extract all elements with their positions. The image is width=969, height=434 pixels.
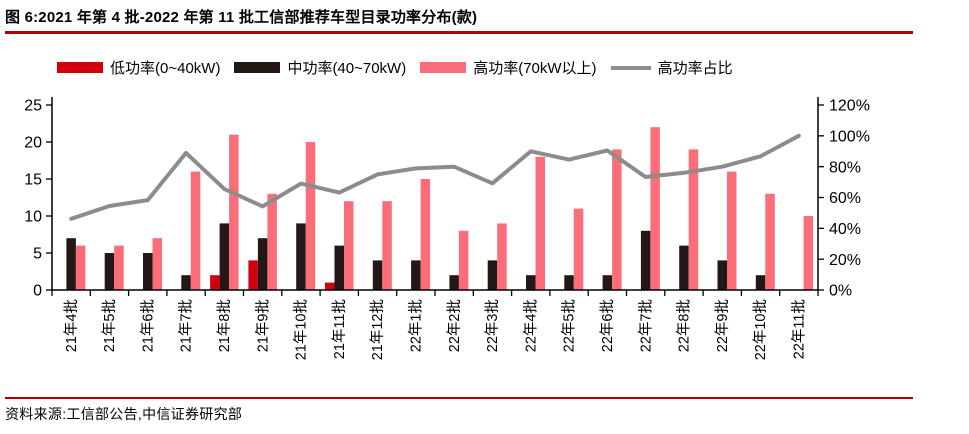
high-power-ratio-line bbox=[69, 133, 801, 221]
left-axis-tick-label: 15 bbox=[24, 172, 42, 189]
x-axis-label: 21年4批 bbox=[63, 299, 80, 352]
x-axis-label: 21年12批 bbox=[369, 299, 386, 360]
bar-high-power bbox=[382, 201, 392, 290]
bar-mid-power bbox=[143, 253, 153, 290]
bar-low-power bbox=[248, 260, 258, 290]
bar-mid-power bbox=[104, 253, 115, 290]
bar-high-power bbox=[305, 142, 316, 290]
x-axis-label: 22年2批 bbox=[446, 299, 463, 352]
bar-high-power bbox=[229, 134, 239, 290]
bar-high-power bbox=[152, 238, 162, 290]
x-axis-label: 21年7批 bbox=[178, 299, 195, 352]
bar-mid-power bbox=[411, 260, 421, 290]
x-axis-label: 21年11批 bbox=[331, 299, 348, 359]
x-axis-label: 22年11批 bbox=[790, 299, 807, 359]
bar-high-power bbox=[458, 230, 469, 290]
bar-mid-power bbox=[181, 275, 191, 290]
right-axis-tick-label: 120% bbox=[829, 98, 870, 115]
x-axis-label: 21年10批 bbox=[293, 299, 310, 360]
bar-high-power bbox=[573, 208, 584, 290]
bar-high-power bbox=[114, 245, 124, 290]
legend-high-power-swatch bbox=[420, 62, 467, 73]
title-underline bbox=[5, 31, 913, 34]
x-axis-label: 21年5批 bbox=[101, 299, 118, 352]
right-axis-tick-label: 60% bbox=[829, 190, 861, 207]
legend-low-power-label: 低功率(0~40kW) bbox=[110, 60, 221, 77]
bar-mid-power bbox=[296, 223, 306, 290]
bar-high-power bbox=[75, 245, 86, 290]
chart-legend: 低功率(0~40kW) 中功率(40~70kW) 高功率(70kW以上) 高功率占比 bbox=[57, 57, 733, 78]
x-axis-label: 22年7批 bbox=[637, 299, 654, 352]
bar-high-power bbox=[535, 156, 545, 290]
bar-mid-power bbox=[487, 260, 498, 290]
chart-canvas: 0 5 10 15 20 25 0% 20% 40% 60% 80% 100% 120% 21年4批 21年… bbox=[24, 97, 870, 360]
bar-high-power bbox=[650, 127, 660, 290]
x-axis-label: 22年1批 bbox=[407, 299, 424, 352]
right-axis-tick-label: 0% bbox=[829, 283, 852, 300]
legend-item-high-power: 高功率(70kW以上) bbox=[420, 57, 597, 78]
bar-mid-power bbox=[219, 223, 230, 290]
left-axis-tick-label: 25 bbox=[24, 98, 42, 115]
power-distribution-chart: 0 5 10 15 20 25 0% 20% 40% 60% 80% 100% 120% 21年4批 21年… bbox=[0, 85, 969, 395]
bar-mid-power bbox=[372, 260, 383, 290]
x-axis-label: 21年9批 bbox=[254, 299, 271, 352]
legend-item-high-power-ratio: 高功率占比 bbox=[610, 57, 733, 78]
bar-mid-power bbox=[755, 275, 766, 290]
bar-high-power bbox=[344, 201, 354, 290]
bar-mid-power bbox=[640, 230, 651, 290]
x-axis-label: 22年6批 bbox=[599, 299, 616, 352]
bar-high-power bbox=[803, 216, 814, 290]
legend-item-low-power: 低功率(0~40kW) bbox=[57, 57, 220, 78]
bar-high-power bbox=[688, 149, 699, 290]
right-axis-tick-label: 100% bbox=[829, 128, 870, 145]
bar-high-power bbox=[190, 171, 201, 290]
legend-item-mid-power: 中功率(40~70kW) bbox=[234, 57, 406, 78]
bar-high-power bbox=[612, 149, 622, 290]
x-axis-label: 22年8批 bbox=[676, 299, 693, 352]
legend-mid-power-swatch bbox=[234, 62, 281, 73]
bar-mid-power bbox=[334, 245, 344, 290]
bar-high-power bbox=[497, 223, 507, 290]
x-axis-label: 22年3批 bbox=[484, 299, 501, 352]
bar-high-power bbox=[267, 193, 277, 290]
left-axis-tick-label: 0 bbox=[33, 283, 42, 300]
figure-title: 图 6:2021 年第 4 批-2022 年第 11 批工信部推荐车型目录功率分… bbox=[5, 9, 478, 26]
left-axis-tick-label: 10 bbox=[24, 209, 42, 226]
legend-mid-power-label: 中功率(40~70kW) bbox=[287, 60, 407, 77]
bar-low-power bbox=[325, 282, 335, 290]
bar-high-power bbox=[420, 179, 431, 290]
footer-rule bbox=[5, 397, 913, 399]
legend-low-power-swatch bbox=[57, 62, 103, 73]
bar-mid-power bbox=[66, 238, 76, 290]
bar-mid-power bbox=[564, 275, 574, 290]
left-axis-tick-label: 5 bbox=[33, 246, 42, 263]
bar-low-power bbox=[210, 275, 220, 290]
x-axis-label: 22年5批 bbox=[561, 299, 578, 352]
bar-mid-power bbox=[449, 275, 459, 290]
bar-mid-power bbox=[717, 260, 727, 290]
right-axis-tick-label: 20% bbox=[829, 252, 861, 269]
x-axis-label: 21年6批 bbox=[139, 299, 156, 352]
x-axis-label: 22年4批 bbox=[522, 299, 539, 352]
bar-mid-power bbox=[257, 238, 268, 290]
source-note: 资料来源:工信部公告,中信证券研究部 bbox=[5, 406, 243, 422]
bar-mid-power bbox=[526, 275, 536, 290]
x-axis-label: 22年9批 bbox=[714, 299, 731, 352]
legend-high-power-ratio-swatch bbox=[610, 65, 651, 70]
bar-mid-power bbox=[679, 245, 689, 290]
bar-high-power bbox=[765, 193, 775, 290]
right-axis-tick-label: 40% bbox=[829, 221, 861, 238]
legend-high-power-ratio-label: 高功率占比 bbox=[657, 60, 733, 77]
bar-mid-power bbox=[602, 275, 613, 290]
left-axis-tick-label: 20 bbox=[24, 135, 42, 152]
bar-high-power bbox=[727, 171, 737, 290]
x-axis-label: 21年8批 bbox=[216, 299, 233, 352]
x-axis-label: 22年10批 bbox=[752, 299, 769, 360]
right-axis-tick-label: 80% bbox=[829, 159, 861, 176]
legend-high-power-label: 高功率(70kW以上) bbox=[473, 60, 597, 77]
